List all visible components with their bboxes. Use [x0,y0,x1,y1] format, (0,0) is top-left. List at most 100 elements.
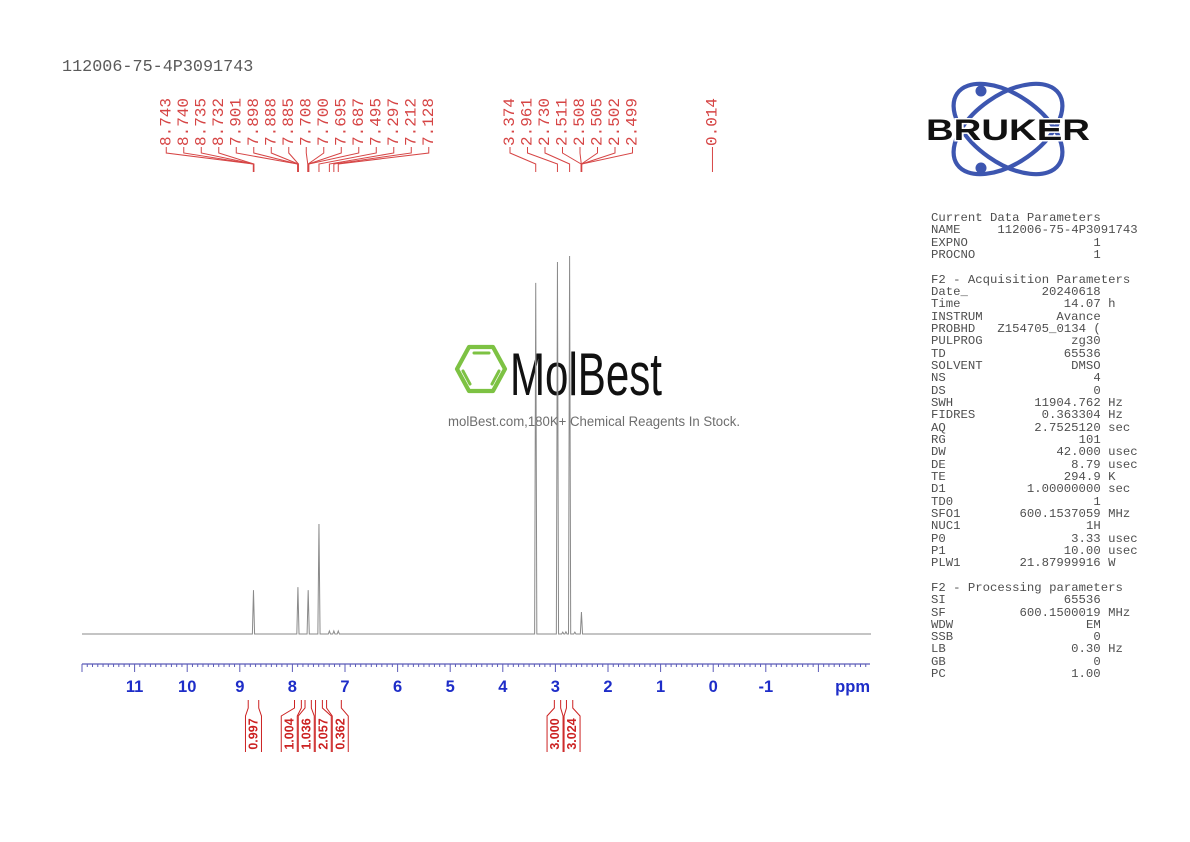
integral-bracket [314,700,332,752]
parameter-row: DS 0 [931,384,1138,397]
parameter-row: SSB 0 [931,630,1138,645]
parameter-key: SSB [931,630,954,645]
parameter-value: 101 [1078,432,1101,447]
parameter-row: NUC1 1H [931,519,1138,534]
parameter-value: 3.33 [1071,531,1101,546]
parameter-row: NS 4 [931,371,1138,386]
parameter-key: SFO1 [931,506,961,521]
peak-label: 8.732 [210,98,228,146]
parameter-key: NS [931,371,946,386]
integral-value: 3.024 [565,718,579,749]
parameter-key: TD0 [931,494,954,509]
peak-labels: 8.743 8.740 8.735 8.732 7.901 7.898 7.888 7.885… [157,98,721,172]
parameter-key: SI [931,593,946,608]
parameter-value: 0 [1093,654,1101,669]
parameter-row: D1 1.00000000 sec [931,482,1138,497]
peak-label: 8.740 [175,98,193,146]
axis-tick-label: 11 [126,678,143,696]
parameter-section-title: F2 - Acquisition Parameters [931,272,1131,287]
peak-label-connector [561,147,582,172]
parameter-key: RG [931,432,946,447]
integral-bracket [280,700,302,752]
axis-tick-label: 8 [288,678,297,696]
parameter-section: F2 - Processing parameters SI 65536 SF 600.1… [931,582,1138,681]
parameter-unit: sec [1108,482,1131,497]
peak-label: 7.885 [280,98,298,146]
peak-label: 8.743 [157,98,175,146]
parameter-row: NAME 112006-75-4P3091743 [931,223,1138,238]
axis-tick-label: 2 [603,678,612,696]
parameter-row: PROBHD Z154705_0134 ( [931,323,1138,336]
parameter-value: 11904.762 [1034,395,1101,410]
parameter-unit: h [1108,297,1116,312]
parameter-section-title: Current Data Parameters [931,211,1101,225]
integral-bracket [297,700,315,752]
integral-value: 0.997 [246,718,260,749]
parameter-row: PROCNO 1 [931,249,1138,262]
parameter-row: LB 0.30 Hz [931,642,1138,657]
integral-value: 3.000 [548,718,562,749]
parameter-value: 294.9 [1063,469,1101,484]
parameter-value: 4 [1093,371,1101,386]
spectrum-trace [82,255,871,635]
parameter-value: 65536 [1063,593,1101,608]
parameter-row: SI 65536 [931,593,1138,608]
peak-label: 7.128 [420,98,438,146]
parameter-unit: usec [1108,543,1138,558]
parameter-key: TD [931,346,946,361]
parameter-key: P0 [931,531,946,546]
benzene-hexagon-icon [454,344,508,394]
parameter-unit: K [1108,469,1116,484]
peak-label-connector [328,147,395,172]
parameter-value: Avance [1056,309,1101,324]
peak-label-connector [318,147,377,172]
peak-label-connector [337,147,430,172]
integral-value: 1.004 [282,718,296,749]
parameters-panel: Current Data Parameters NAME 112006-75-4P3… [931,211,1138,681]
parameter-value: 14.07 [1063,297,1101,312]
parameter-row: FIDRES 0.363304 Hz [931,408,1138,423]
integral-bracket [244,700,262,752]
peak-label: 2.511 [554,98,572,146]
peak-label: 7.695 [332,98,350,146]
parameter-unit: usec [1108,457,1138,472]
peak-label: 7.687 [350,98,368,146]
peak-label: 7.888 [262,98,280,146]
axis-tick-label: 6 [393,678,402,696]
peak-label: 0.014 [703,98,721,146]
spectrum-plot [82,255,871,635]
parameter-value: 65536 [1063,346,1101,361]
parameter-row: TD 65536 [931,346,1138,361]
parameter-key: DE [931,457,946,472]
peak-label: 2.961 [519,98,537,146]
orbit-icon [951,81,1065,177]
parameter-key: NUC1 [931,519,961,534]
parameter-value: DMSO [1071,358,1101,373]
parameter-value: 10.00 [1063,543,1101,558]
peak-label-connector [307,147,342,172]
parameter-row: AQ 2.7525120 sec [931,420,1138,435]
peak-label: 8.735 [192,98,210,146]
peak-label-connector [581,147,633,172]
parameter-section: Current Data Parameters NAME 112006-75-4P3… [931,211,1138,262]
axis-tick-label: 7 [340,678,349,696]
parameter-value: zg30 [1071,334,1101,349]
parameter-row: TD0 1 [931,494,1138,509]
parameter-value: 21.87999916 [1019,556,1101,571]
peak-label: 2.505 [589,98,607,146]
integral-bracket [563,700,581,752]
parameter-key: AQ [931,420,946,435]
peak-label-connector [308,147,360,172]
parameter-unit: sec [1108,420,1131,435]
parameter-value: 600.1537059 [1019,506,1101,521]
parameter-key: FIDRES [931,408,976,423]
parameter-key: LB [931,642,946,657]
parameter-key: WDW [931,617,954,632]
axis-tick-label: 10 [178,678,196,696]
parameter-value: 112006-75-4P3091743 [997,223,1138,238]
bruker-logo: BRUKER [925,81,1092,177]
parameter-value: 1.00 [1071,667,1101,682]
peak-label: 7.708 [297,98,315,146]
parameter-row: SFO1 600.1537059 MHz [931,506,1138,521]
